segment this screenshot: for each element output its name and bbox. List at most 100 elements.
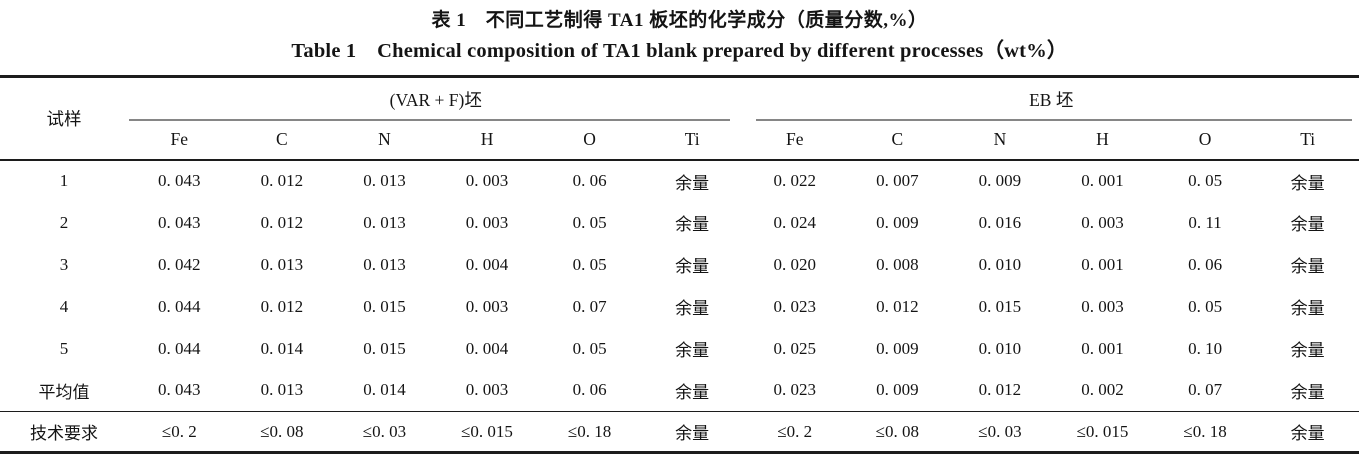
cell: 0. 07 <box>572 296 607 316</box>
cell: 0. 003 <box>435 369 539 412</box>
col-header-eb-c: C <box>846 120 949 161</box>
cell: 0. 004 <box>465 254 509 274</box>
col-header-var-o: O <box>538 120 641 161</box>
cell: 0. 007 <box>876 171 919 190</box>
cell: ≤0. 08 <box>260 421 304 441</box>
cell: 0. 003 <box>465 171 509 190</box>
cell: 0. 020 <box>773 254 817 274</box>
col-header-eb-h: H <box>1051 120 1154 161</box>
cell: 余量 <box>1290 257 1325 276</box>
cell: ≤0. 18 <box>1183 421 1227 441</box>
cell: ≤0. 015 <box>1076 421 1129 441</box>
cell: 0. 022 <box>773 171 817 190</box>
cell: ≤0. 2 <box>777 421 813 441</box>
cell: 0. 014 <box>260 338 304 358</box>
col-header-eb-ti: Ti <box>1256 120 1359 161</box>
row-label: 3 <box>59 254 69 274</box>
table-row: 5 0. 044 0. 014 0. 015 0. 004 0. 05 余量 0… <box>0 328 1359 370</box>
col-header-eb-n: N <box>948 120 1052 161</box>
cell: ≤0. 015 <box>461 421 513 441</box>
cell: ≤0. 03 <box>362 421 407 441</box>
cell: 0. 003 <box>465 296 509 316</box>
cell: 0. 009 <box>978 171 1022 190</box>
cell: 0. 044 <box>158 338 201 358</box>
cell: 0. 015 <box>363 296 406 316</box>
cell: 余量 <box>675 299 710 318</box>
cell: 0. 013 <box>260 254 304 274</box>
cell: 0. 012 <box>948 369 1052 412</box>
cell: 0. 012 <box>876 296 919 316</box>
cell: 0. 042 <box>158 254 201 274</box>
cell: 0. 013 <box>363 254 406 274</box>
cell: 0. 016 <box>978 212 1022 232</box>
cell: 0. 012 <box>260 171 304 190</box>
cell: 余量 <box>1290 299 1325 318</box>
cell: ≤0. 03 <box>978 421 1022 441</box>
row-label: 2 <box>59 212 69 232</box>
col-header-var-h: H <box>435 120 539 161</box>
cell: 余量 <box>675 215 710 234</box>
cell: 0. 06 <box>538 369 641 412</box>
row-label: 平均值 <box>0 369 128 412</box>
composition-table: 试样 (VAR + F)坯 EB 坯 Fe C N H O Ti Fe C N … <box>0 75 1359 454</box>
cell: 余量 <box>1290 215 1325 234</box>
cell: 0. 013 <box>363 212 406 232</box>
table-row: 1 0. 043 0. 012 0. 013 0. 003 0. 06 余量 0… <box>0 160 1359 202</box>
col-header-eb-o: O <box>1153 120 1257 161</box>
cell: 0. 004 <box>465 338 509 358</box>
table-row: 3 0. 042 0. 013 0. 013 0. 004 0. 05 余量 0… <box>0 244 1359 286</box>
cell: 0. 014 <box>333 369 436 412</box>
col-header-eb-fe: Fe <box>743 120 847 161</box>
group-header-row: 试样 (VAR + F)坯 EB 坯 <box>0 76 1359 161</box>
cell: 余量 <box>675 173 710 193</box>
cell: 0. 010 <box>978 254 1022 274</box>
row-label: 4 <box>59 296 69 316</box>
cell: 0. 001 <box>1081 254 1124 274</box>
cell: 0. 11 <box>1188 212 1222 232</box>
cell: 0. 05 <box>572 254 607 274</box>
cell: 0. 023 <box>743 369 847 412</box>
cell: 0. 009 <box>876 212 919 232</box>
table-row: 4 0. 044 0. 012 0. 015 0. 003 0. 07 余量 0… <box>0 286 1359 328</box>
cell: 0. 010 <box>978 338 1022 358</box>
cell: 0. 003 <box>465 212 509 232</box>
cell: 余量 <box>675 341 710 360</box>
cell: 余量 <box>1290 424 1325 443</box>
cell: 0. 013 <box>363 171 406 190</box>
group-header-eb: EB 坯 <box>743 77 1359 121</box>
cell: 0. 013 <box>230 369 334 412</box>
cell: 0. 05 <box>572 212 607 232</box>
cell: 余量 <box>640 369 744 412</box>
cell: 0. 015 <box>363 338 406 358</box>
cell: 余量 <box>1290 341 1325 360</box>
cell: 0. 06 <box>572 171 607 190</box>
cell: 0. 044 <box>158 296 201 316</box>
table-row: 2 0. 043 0. 012 0. 013 0. 003 0. 05 余量 0… <box>0 202 1359 244</box>
cell: 余量 <box>675 257 710 276</box>
cell: 0. 025 <box>773 338 817 358</box>
cell: 0. 05 <box>572 338 607 358</box>
cell: 0. 043 <box>158 212 201 232</box>
cell: 0. 002 <box>1051 369 1154 412</box>
cell: 0. 012 <box>260 296 304 316</box>
row-label: 1 <box>59 171 69 190</box>
group-header-var-f: (VAR + F)坯 <box>128 77 743 121</box>
cell: 0. 015 <box>978 296 1022 316</box>
col-header-var-c: C <box>230 120 334 161</box>
cell: 0. 012 <box>260 212 304 232</box>
caption-english: Table 1 Chemical composition of TA1 blan… <box>291 40 1068 62</box>
cell: ≤0. 18 <box>567 421 612 441</box>
caption-chinese: 表 1 不同工艺制得 TA1 板坯的化学成分（质量分数,%） <box>431 10 928 31</box>
cell: ≤0. 2 <box>161 421 197 441</box>
cell: 0. 06 <box>1188 254 1223 274</box>
cell: 0. 07 <box>1153 369 1257 412</box>
cell: 0. 10 <box>1188 338 1223 358</box>
col-header-var-n: N <box>333 120 436 161</box>
cell: 0. 008 <box>876 254 919 274</box>
cell: 0. 001 <box>1081 338 1124 358</box>
row-label: 技术要求 <box>30 424 98 443</box>
cell: 0. 009 <box>846 369 949 412</box>
col-header-var-fe: Fe <box>128 120 231 161</box>
cell: 0. 05 <box>1188 296 1223 316</box>
cell: 余量 <box>1256 369 1359 412</box>
